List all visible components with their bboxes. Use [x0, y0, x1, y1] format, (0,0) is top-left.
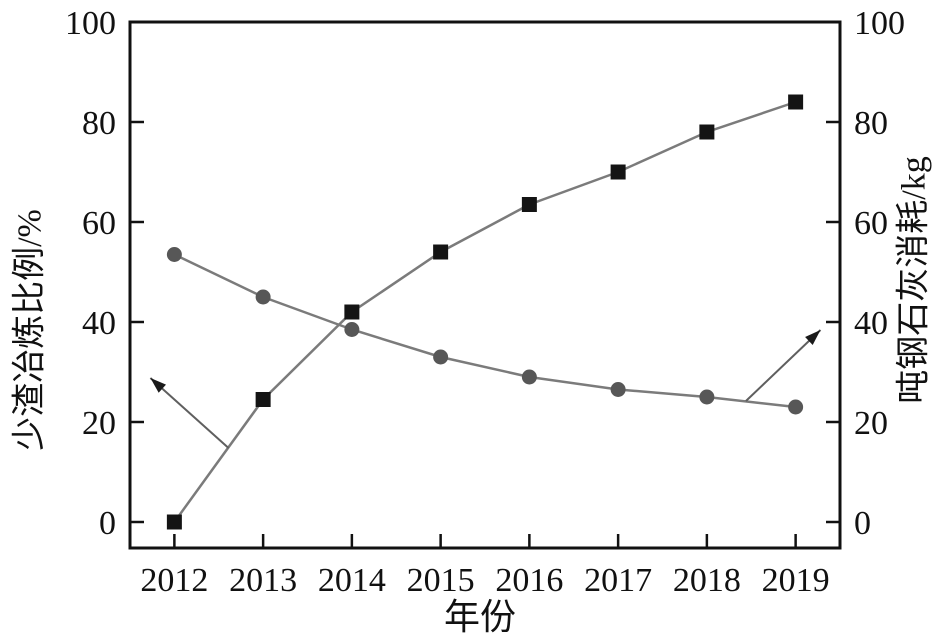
annotation-arrow-line-left-axis — [149, 377, 230, 449]
data-point-square-2016 — [521, 197, 537, 212]
right-axis-tick-label: 20 — [854, 405, 888, 442]
x-axis-tick-label: 2014 — [318, 562, 386, 599]
data-point-circle-2014 — [344, 322, 360, 337]
data-point-square-2015 — [433, 244, 449, 260]
right-axis-tick-label: 60 — [854, 205, 888, 242]
data-point-square-2019 — [788, 94, 804, 110]
data-point-circle-2018 — [699, 389, 715, 405]
left-axis-title: 少渣冶炼比例/% — [11, 209, 49, 451]
annotation-arrowhead-left-axis — [150, 378, 166, 393]
x-axis-tick-label: 2015 — [407, 562, 475, 599]
left-axis-tick-label: 100 — [65, 5, 116, 42]
data-point-circle-2019 — [788, 399, 804, 415]
data-point-circle-2017 — [610, 382, 626, 397]
x-axis-tick-label: 2018 — [673, 562, 741, 599]
data-point-square-2018 — [699, 124, 715, 140]
left-axis-tick-label: 40 — [82, 305, 116, 342]
right-axis-tick-label: 80 — [854, 105, 888, 142]
right-axis-tick-label: 40 — [854, 305, 888, 342]
data-point-circle-2013 — [255, 289, 271, 305]
data-point-square-2017 — [610, 164, 626, 180]
right-axis-tick-label: 100 — [854, 5, 905, 42]
data-point-circle-2012 — [166, 247, 182, 262]
left-axis-tick-label: 0 — [99, 505, 116, 542]
series-line-square — [173, 100, 797, 523]
data-point-square-2012 — [166, 514, 182, 530]
x-axis-tick-label: 2013 — [229, 562, 297, 599]
right-axis-title: 吨钢石灰消耗/kg — [895, 156, 933, 403]
data-point-circle-2016 — [521, 369, 537, 385]
left-axis-tick-label: 80 — [82, 105, 116, 142]
x-axis-tick-label: 2012 — [140, 562, 208, 599]
data-point-circle-2015 — [433, 349, 449, 365]
x-axis-tick-label: 2017 — [584, 562, 652, 599]
left-axis-tick-label: 20 — [82, 405, 116, 442]
annotation-arrowhead-right-axis — [805, 330, 821, 346]
series-line-circle — [173, 253, 796, 409]
data-point-square-2013 — [255, 392, 271, 407]
x-axis-tick-label: 2016 — [495, 562, 563, 599]
plot-frame — [128, 20, 842, 550]
x-axis-title: 年份 — [444, 597, 516, 637]
data-point-square-2014 — [344, 304, 360, 320]
right-axis-tick-label: 0 — [854, 505, 871, 542]
x-axis-tick-label: 2019 — [762, 562, 830, 599]
left-axis-tick-label: 60 — [82, 205, 116, 242]
annotation-arrow-line-right-axis — [745, 329, 822, 402]
